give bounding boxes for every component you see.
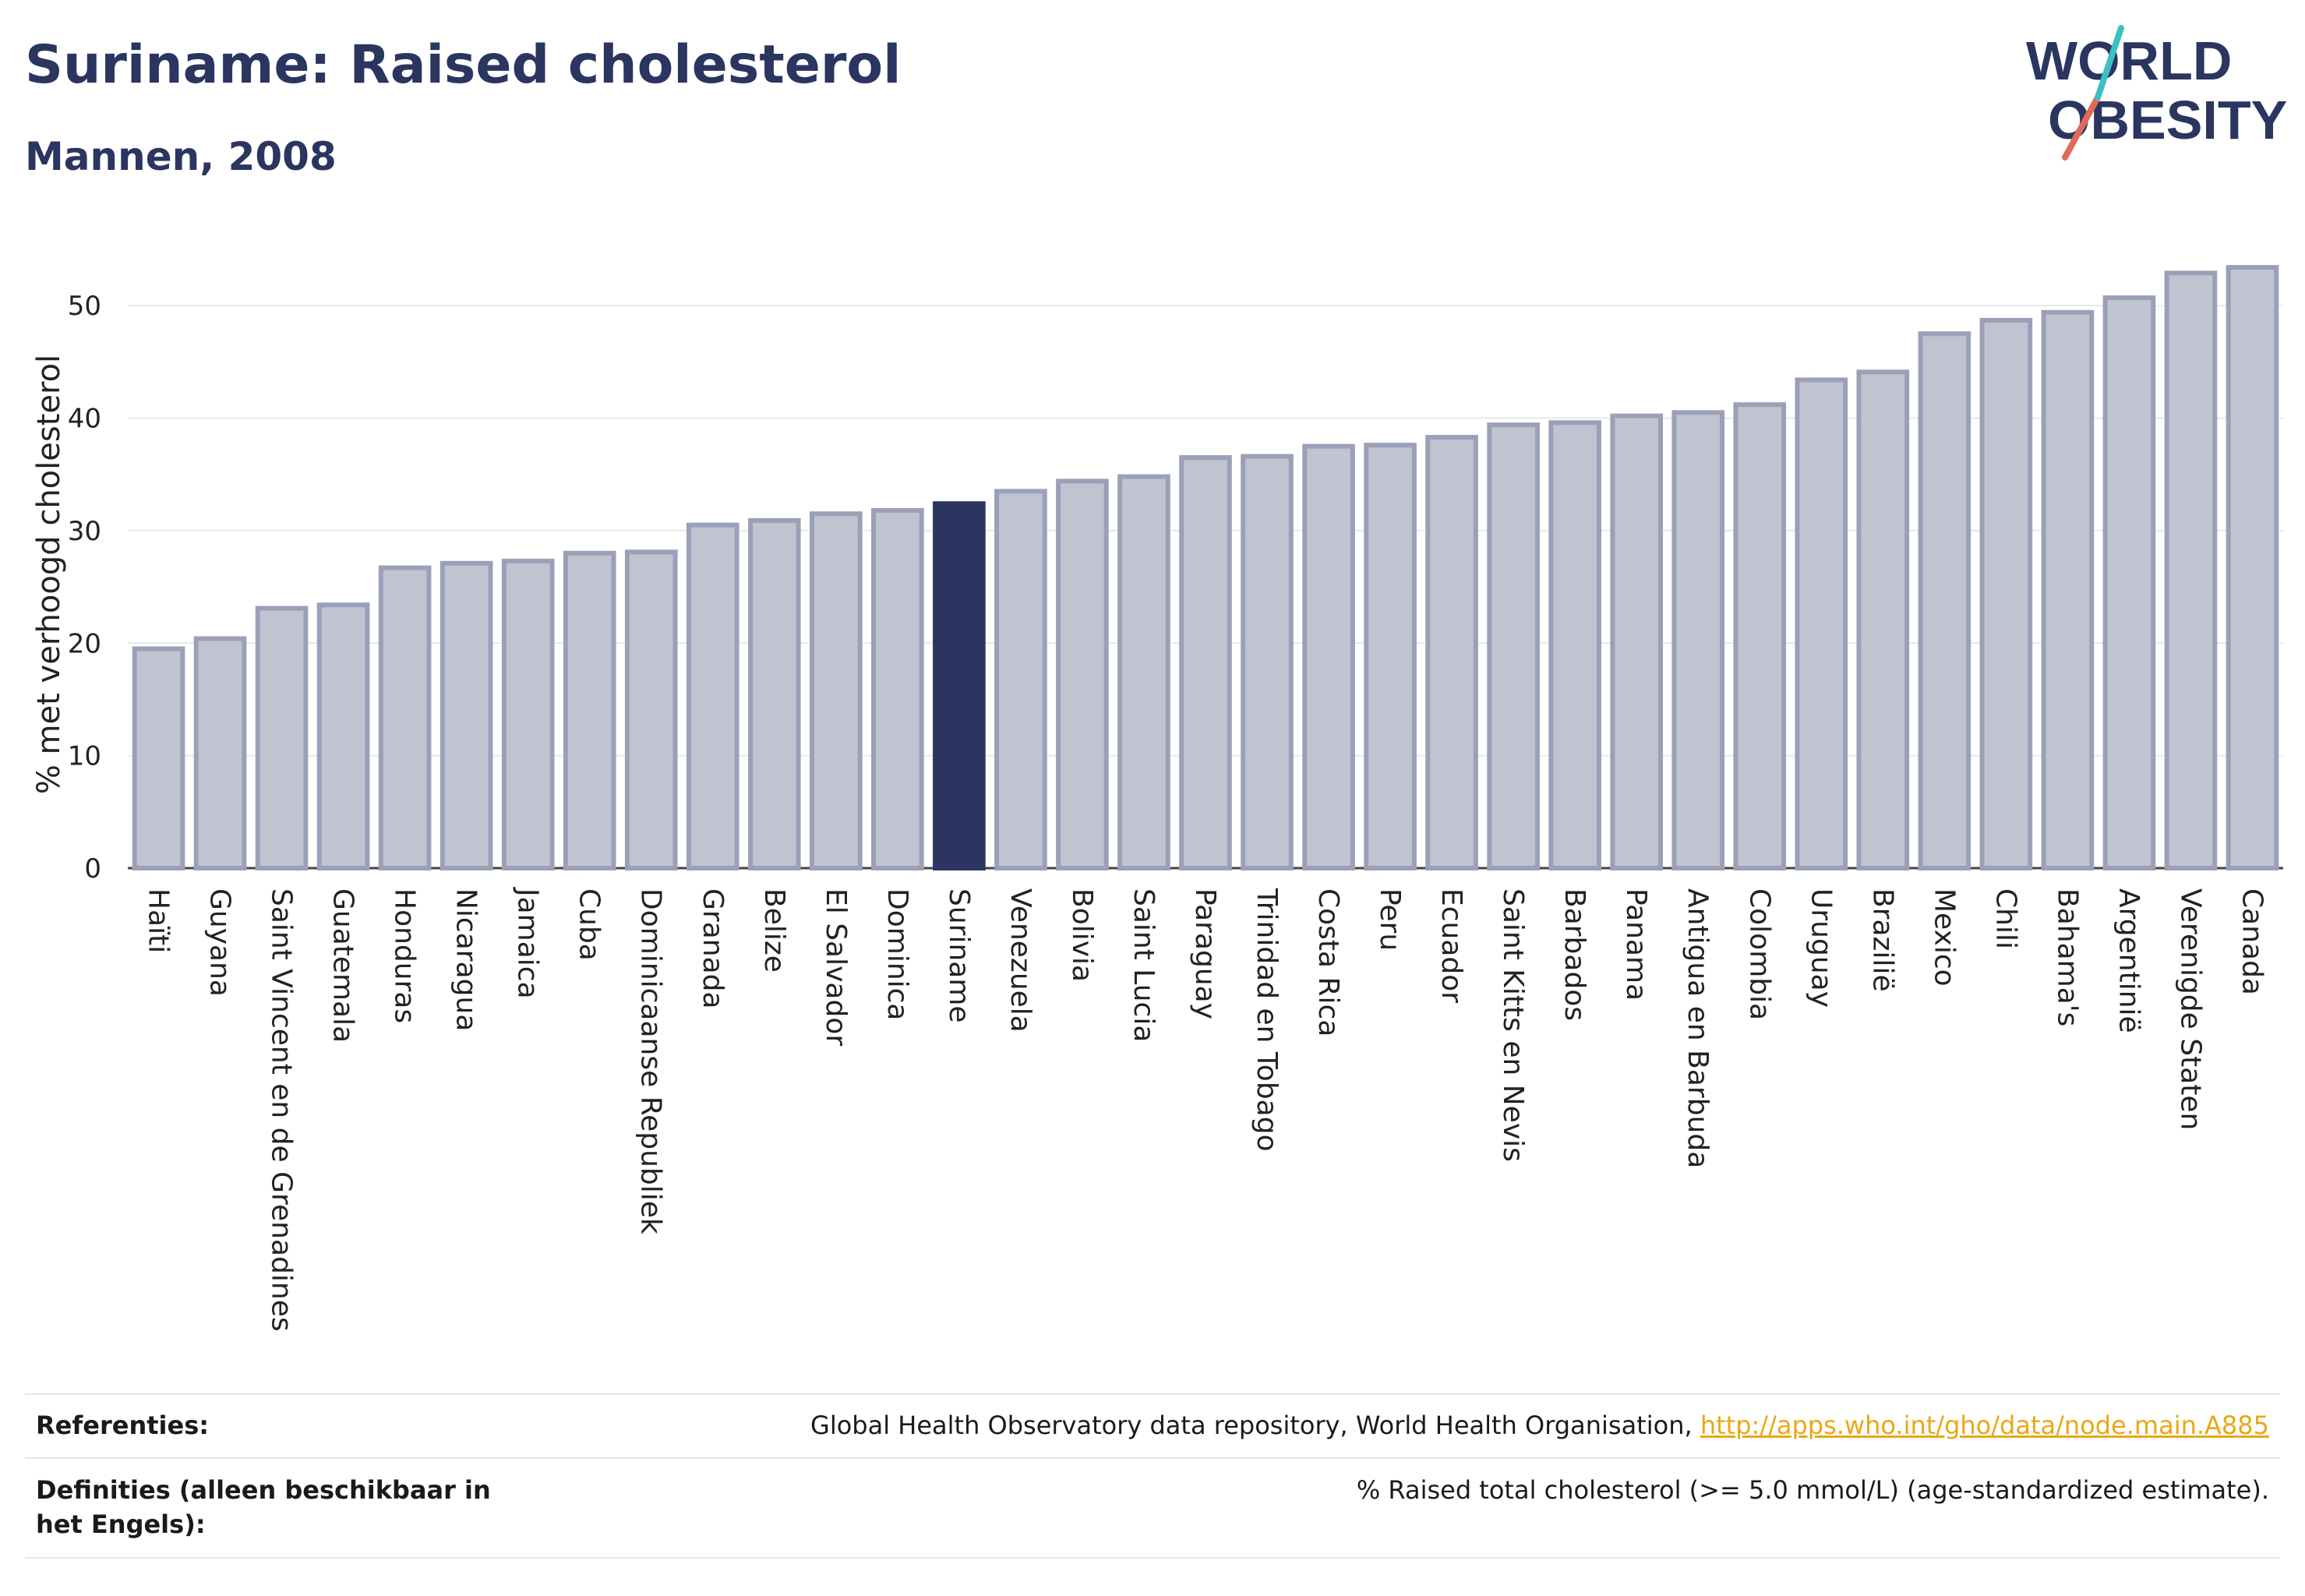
- x-tick-label: Costa Rica: [1312, 888, 1344, 1036]
- x-tick-label: Cuba: [574, 888, 605, 961]
- x-tick-label: Chili: [1989, 888, 2021, 949]
- x-tick-label: Jamaica: [512, 887, 544, 999]
- definitions-row: Definities (alleen beschikbaar in het En…: [25, 1457, 2280, 1559]
- x-tick-label: Granada: [697, 888, 729, 1009]
- references-row: Referenties: Global Health Observatory d…: [25, 1393, 2280, 1459]
- x-tick-label: Paraguay: [1189, 888, 1221, 1019]
- x-tick-label: Dominicaanse Republiek: [635, 888, 667, 1234]
- x-tick-label: Trinidad en Tobago: [1251, 888, 1283, 1152]
- bar: [1671, 410, 1725, 870]
- bar: [1487, 422, 1540, 870]
- bar: [378, 565, 432, 870]
- bar: [810, 511, 863, 870]
- bar: [994, 489, 1047, 871]
- y-tick-label: 10: [68, 741, 101, 772]
- bar-chart: 0 10 20 30 40 50 % met verhoogd cholesterol Haï…: [31, 265, 2283, 1332]
- x-tick-label: Saint Kitts en Nevis: [1497, 888, 1529, 1162]
- x-tick-label: Guatemala: [327, 888, 359, 1043]
- x-tick-label: Guyana: [204, 888, 236, 997]
- x-tick-label: Venezuela: [1004, 888, 1036, 1033]
- bar: [747, 517, 801, 871]
- bar: [2102, 295, 2156, 870]
- x-tick-label: Bolivia: [1066, 888, 1098, 982]
- logo-line-1: WORLD: [2026, 30, 2232, 91]
- bar: [2164, 270, 2218, 871]
- page-title: Suriname: Raised cholesterol: [25, 34, 902, 96]
- bar: [933, 501, 986, 871]
- bar: [1856, 369, 1910, 870]
- world-obesity-logo: WORLD OBESITY: [2026, 25, 2287, 161]
- x-tick-label: Argentinië: [2113, 888, 2144, 1033]
- bar: [871, 507, 924, 870]
- x-tick-label: Barbados: [1558, 888, 1590, 1021]
- x-tick-label: Nicaragua: [450, 888, 482, 1031]
- bar: [563, 550, 616, 870]
- footer: Referenties: Global Health Observatory d…: [25, 1393, 2280, 1559]
- x-tick-label: Honduras: [389, 888, 421, 1023]
- bar: [2226, 265, 2279, 870]
- bar: [1056, 478, 1109, 870]
- x-tick-label: Haïti: [143, 888, 175, 953]
- bar: [501, 558, 555, 870]
- bar: [1425, 435, 1478, 870]
- y-tick-label: 40: [68, 404, 101, 435]
- bar: [686, 522, 740, 870]
- bar: [439, 560, 493, 870]
- bar: [2041, 309, 2095, 870]
- references-label: Referenties:: [36, 1411, 210, 1440]
- x-tick-label: Ecuador: [1435, 888, 1467, 1003]
- bar: [132, 646, 185, 870]
- bar: [1179, 455, 1232, 870]
- bar: [1610, 413, 1664, 870]
- y-tick-label: 30: [68, 516, 101, 547]
- x-tick-label: Saint Lucia: [1128, 888, 1160, 1042]
- bar: [1364, 443, 1417, 870]
- x-tick-label: El Salvador: [820, 888, 852, 1046]
- definitions-label: Definities (alleen beschikbaar in het En…: [36, 1475, 491, 1539]
- bar: [1241, 454, 1294, 870]
- x-tick-label: Brazilië: [1866, 888, 1898, 992]
- bar: [1548, 420, 1601, 870]
- y-tick-label: 0: [84, 853, 101, 885]
- page-subtitle: Mannen, 2008: [25, 134, 337, 179]
- x-tick-label: Bahama's: [2051, 888, 2083, 1026]
- bar: [1979, 317, 2033, 870]
- x-tick-label: Antigua en Barbuda: [1682, 888, 1714, 1168]
- bar: [193, 636, 247, 870]
- bar: [1733, 402, 1787, 870]
- bar: [1117, 474, 1170, 871]
- x-tick-label: Peru: [1374, 888, 1406, 951]
- y-axis-label: % met verhoogd cholesterol: [31, 355, 67, 794]
- bar: [316, 602, 370, 870]
- x-tick-label: Verenigde Staten: [2174, 888, 2206, 1130]
- x-tick-label: Panama: [1620, 888, 1652, 1001]
- bar: [624, 549, 678, 870]
- bar: [1918, 331, 1971, 871]
- references-text: Global Health Observatory data repositor…: [810, 1411, 1700, 1440]
- y-tick-label: 20: [68, 628, 101, 659]
- y-tick-label: 50: [68, 291, 101, 322]
- bar: [1795, 377, 1848, 871]
- bar: [1302, 443, 1355, 870]
- x-tick-label: Suriname: [943, 888, 975, 1023]
- x-tick-label: Uruguay: [1805, 888, 1837, 1008]
- x-tick-label: Mexico: [1928, 888, 1960, 987]
- x-tick-label: Dominica: [881, 888, 913, 1021]
- bar: [255, 606, 309, 871]
- x-tick-label: Colombia: [1743, 888, 1775, 1020]
- references-link[interactable]: http://apps.who.int/gho/data/node.main.A…: [1700, 1411, 2269, 1440]
- definitions-value: % Raised total cholesterol (>= 5.0 mmol/…: [1356, 1475, 2269, 1505]
- x-tick-label: Belize: [758, 888, 790, 973]
- references-value: Global Health Observatory data repositor…: [810, 1408, 2269, 1442]
- x-tick-label: Canada: [2236, 888, 2268, 995]
- x-tick-label: Saint Vincent en de Grenadines: [266, 888, 298, 1332]
